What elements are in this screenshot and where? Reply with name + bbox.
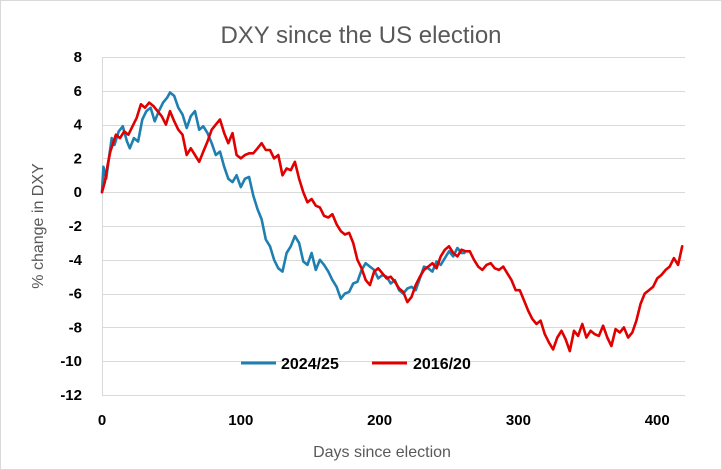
y-tick-label: -10 (60, 353, 82, 370)
x-tick-label: 400 (645, 412, 670, 429)
y-tick-label: 2 (74, 150, 82, 167)
y-tick-label: 0 (74, 184, 82, 201)
y-tick-label: 6 (74, 83, 82, 100)
y-tick-label: -2 (69, 218, 82, 235)
legend-label: 2016/20 (413, 356, 471, 373)
y-tick-label: 4 (74, 117, 83, 134)
x-tick-label: 300 (506, 412, 531, 429)
y-tick-label: 8 (74, 49, 82, 66)
y-tick-label: -8 (69, 319, 82, 336)
series-line-2016-20 (100, 101, 684, 353)
x-tick-label: 0 (98, 412, 106, 429)
x-tick-label: 200 (367, 412, 392, 429)
y-axis-title: % change in DXY (30, 163, 47, 289)
x-tick-label: 100 (228, 412, 253, 429)
chart-title: DXY since the US election (220, 22, 501, 49)
legend-label: 2024/25 (281, 356, 339, 373)
legend: 2024/25 2016/20 (241, 356, 471, 373)
series-lines (100, 91, 684, 353)
axes: 8 6 4 2 0 -2 -4 -6 -8 -10 -12 0 100 200 300 400 (60, 49, 669, 429)
x-axis-title: Days since election (313, 444, 451, 461)
y-tick-label: -4 (69, 252, 83, 269)
y-tick-label: -6 (69, 286, 82, 303)
y-tick-label: -12 (60, 387, 82, 404)
